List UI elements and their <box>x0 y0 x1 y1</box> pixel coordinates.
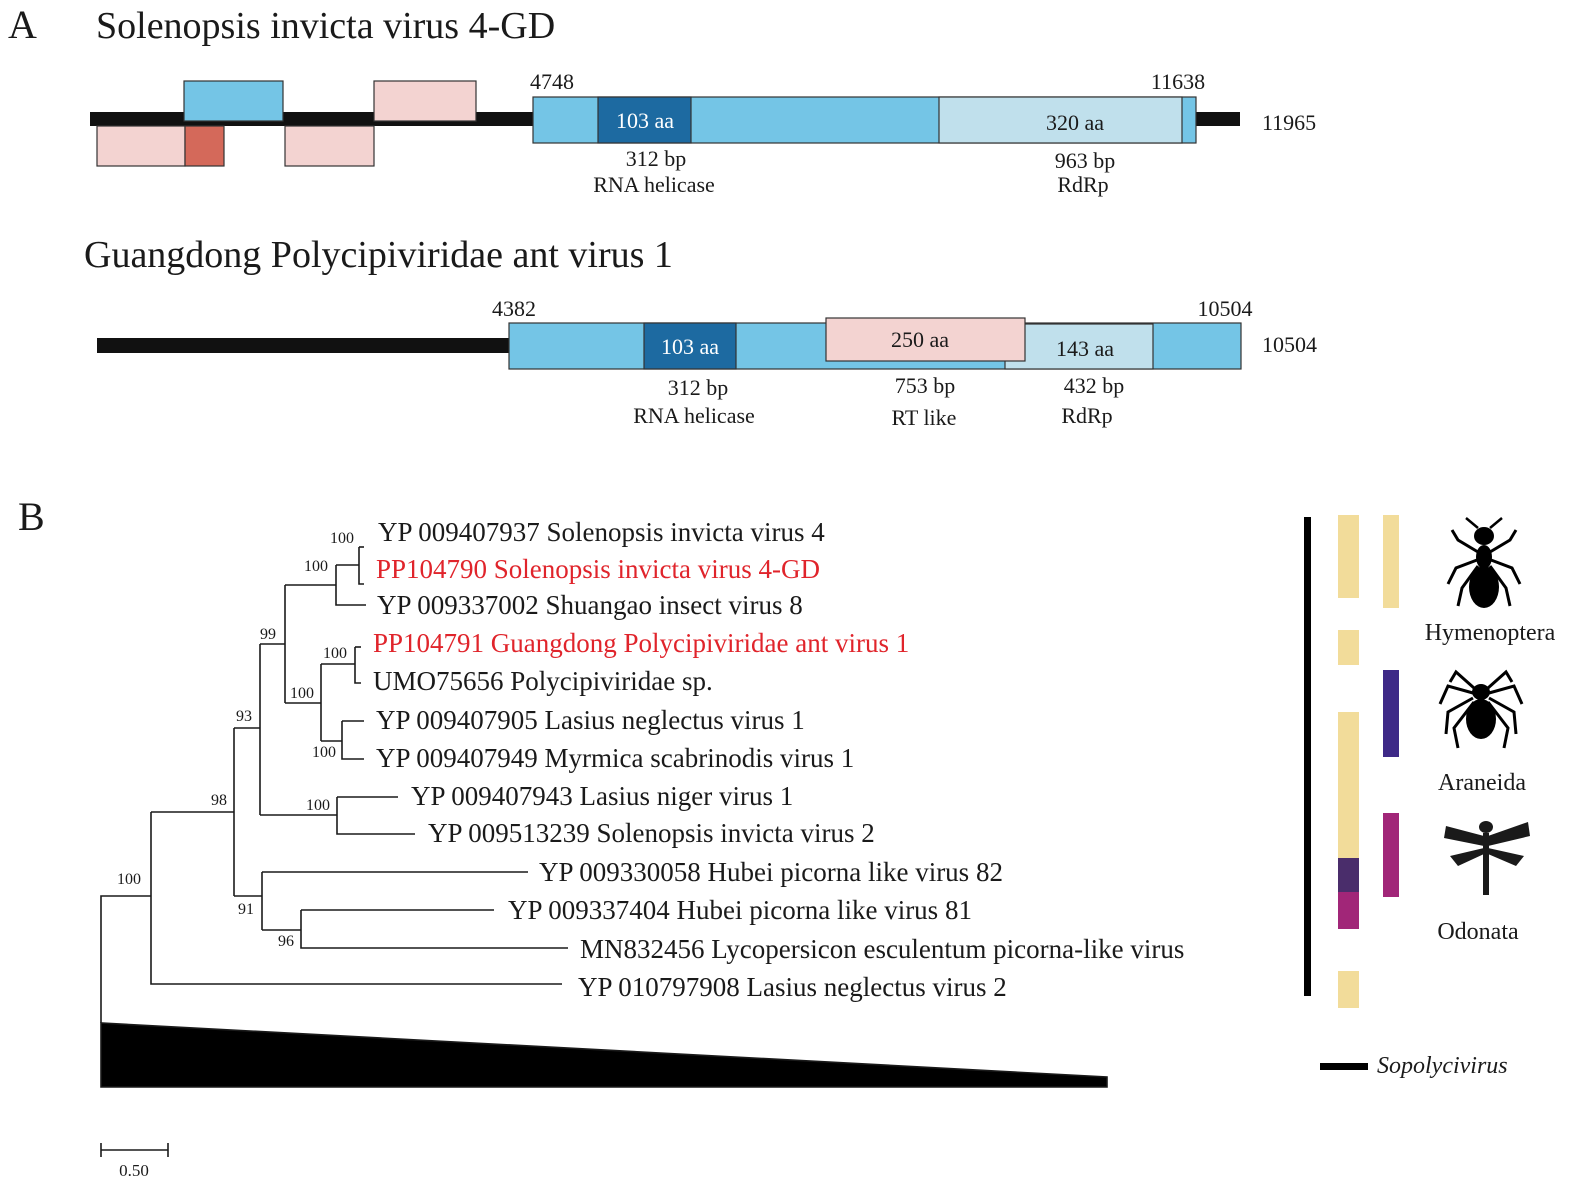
genome1-helicase-aa: 103 aa <box>616 108 674 133</box>
leaf-label: YP 009407937 Solenopsis invicta virus 4 <box>378 517 825 547</box>
bootstrap-value: 100 <box>290 685 314 702</box>
leaf-label: YP 009407905 Lasius neglectus virus 1 <box>376 705 805 735</box>
leaf-label: YP 009337002 Shuangao insect virus 8 <box>377 590 803 620</box>
genome2-backbone <box>97 338 510 353</box>
genome2-rdrp-domain <box>1004 323 1154 370</box>
leaf-label: YP 010797908 Lasius neglectus virus 2 <box>578 972 1007 1002</box>
bootstrap-value: 98 <box>211 792 227 809</box>
genome2-start: 4382 <box>492 296 536 321</box>
tree-branch <box>335 565 366 606</box>
leaf-label-highlight: PP104790 Solenopsis invicta virus 4-GD <box>376 554 820 584</box>
leaf-label-highlight: PP104791 Guangdong Polycipiviridae ant v… <box>373 628 909 658</box>
genus-bracket-bar <box>1304 517 1311 996</box>
host-annotation-bars <box>1304 515 1399 1008</box>
leaf-label: YP 009407943 Lasius niger virus 1 <box>411 781 793 811</box>
phylogenetic-tree <box>100 546 1108 1088</box>
bootstrap-value: 100 <box>312 744 336 761</box>
genome1-orf-pink-lower-left <box>96 125 186 167</box>
genome1: Solenopsis invicta virus 4-GD 103 aa 320… <box>90 5 1316 197</box>
genome1-rdrp-domain <box>938 96 1183 144</box>
genome2-rdrp-bp: 432 bp <box>1064 373 1125 398</box>
genome2-rt-aa: 250 aa <box>891 327 949 352</box>
bootstrap-value: 100 <box>330 530 354 547</box>
host-bar-hymenoptera <box>1338 630 1359 665</box>
genome2-helicase-domain <box>643 322 737 370</box>
genome1-end: 11638 <box>1151 69 1205 94</box>
tree-branch <box>358 547 364 585</box>
genome2: Guangdong Polycipiviridae ant virus 1 10… <box>84 234 1317 430</box>
genome2-end: 10504 <box>1198 296 1253 321</box>
host-bar-overlap <box>1338 858 1359 892</box>
leaf-label: UMO75656 Polycipiviridae sp. <box>373 666 713 696</box>
genome2-rt-bp: 753 bp <box>895 373 956 398</box>
genome2-rdrp-aa: 143 aa <box>1056 336 1114 361</box>
genome1-helicase-bp: 312 bp <box>626 146 687 171</box>
genome2-length: 10504 <box>1262 332 1317 357</box>
tree-branch <box>341 721 364 760</box>
genome2-rt-domain <box>825 317 1026 362</box>
genome1-length: 11965 <box>1262 110 1316 135</box>
bootstrap-value: 100 <box>323 645 347 662</box>
genome1-rdrp-aa: 320 aa <box>1046 110 1104 135</box>
bootstrap-value: 100 <box>304 558 328 575</box>
host-label-odonata: Odonata <box>1437 919 1519 945</box>
genome1-helicase-name: RNA helicase <box>593 172 715 197</box>
genome1-orf-pink-lower <box>284 125 375 167</box>
leaf-label: YP 009330058 Hubei picorna like virus 82 <box>539 857 1003 887</box>
tree-branch <box>150 812 562 985</box>
leaf-label: MN832456 Lycopersicon esculentum picorna… <box>580 934 1184 964</box>
legend-bar-araneida <box>1383 670 1399 757</box>
genome1-orf-blue <box>183 80 284 122</box>
tree-branch <box>336 797 415 835</box>
genus-legend-swatch <box>1320 1063 1368 1070</box>
genome1-helicase-domain <box>597 96 692 144</box>
bootstrap-value: 93 <box>236 708 252 725</box>
tree-branch <box>354 647 361 684</box>
leaf-label: YP 009407949 Myrmica scabrinodis virus 1 <box>376 743 854 773</box>
genome1-orf-red <box>184 125 225 167</box>
host-label-hymenoptera: Hymenoptera <box>1425 620 1556 646</box>
host-label-araneida: Araneida <box>1438 770 1526 796</box>
genome1-title: Solenopsis invicta virus 4-GD <box>96 5 555 47</box>
dragonfly-icon <box>1444 821 1530 895</box>
bootstrap-value: 99 <box>260 626 276 643</box>
host-bar-hymenoptera <box>1338 971 1359 1008</box>
genome2-rt-name: RT like <box>892 405 957 430</box>
genome1-start: 4748 <box>530 69 574 94</box>
bootstrap-value: 91 <box>238 901 254 918</box>
bootstrap-value: 96 <box>278 933 294 950</box>
genome2-helicase-name: RNA helicase <box>633 403 755 428</box>
legend-bar-odonata <box>1383 813 1399 897</box>
bootstrap-value: 100 <box>117 871 141 888</box>
genome2-helicase-bp: 312 bp <box>668 375 729 400</box>
collapsed-clade <box>100 1022 1108 1088</box>
leaf-labels: YP 009407937 Solenopsis invicta virus 4 … <box>373 517 1184 1002</box>
panel-a-label: A <box>8 2 37 47</box>
genome1-orf-pink-upper <box>373 80 477 122</box>
genome2-title: Guangdong Polycipiviridae ant virus 1 <box>84 234 673 276</box>
spider-icon <box>1438 669 1524 749</box>
host-bar-odonata <box>1338 892 1359 929</box>
bootstrap-value: 100 <box>306 797 330 814</box>
genome2-helicase-aa: 103 aa <box>661 334 719 359</box>
tree-branch <box>300 910 568 949</box>
ant-icon <box>1446 517 1522 608</box>
panel-b-label: B <box>18 494 45 539</box>
bootstrap-values: 100 100 99 100 100 100 93 100 98 91 96 1… <box>117 530 354 950</box>
genome1-rdrp-bp: 963 bp <box>1055 148 1116 173</box>
host-bar-hymenoptera <box>1338 712 1359 858</box>
leaf-label: YP 009513239 Solenopsis invicta virus 2 <box>428 818 875 848</box>
genome2-rdrp-name: RdRp <box>1061 403 1112 428</box>
scale-bar-label: 0.50 <box>119 1161 149 1180</box>
host-bar-hymenoptera <box>1338 515 1359 598</box>
leaf-label: YP 009337404 Hubei picorna like virus 81 <box>508 895 972 925</box>
genus-legend-label: Sopolycivirus <box>1377 1053 1508 1079</box>
scale-bar: 0.50 <box>100 1143 169 1180</box>
tree-branch <box>100 895 151 1023</box>
legend-bar-hymenoptera <box>1383 515 1399 608</box>
genome1-rdrp-name: RdRp <box>1057 172 1108 197</box>
